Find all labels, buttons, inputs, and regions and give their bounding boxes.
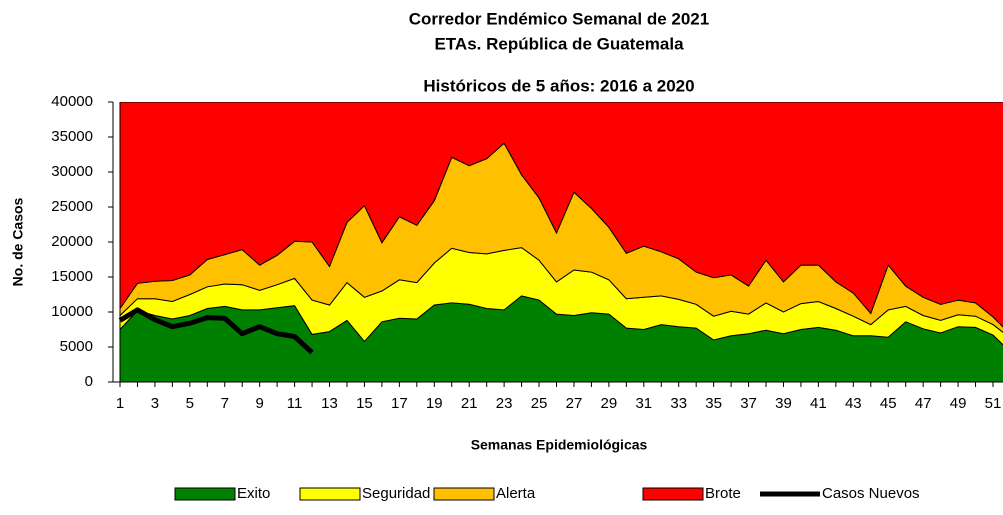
x-tick-label: 37 <box>740 395 757 412</box>
x-tick-label: 9 <box>256 395 264 412</box>
x-tick-label: 27 <box>566 395 583 412</box>
area <box>119 102 1003 328</box>
x-tick-label: 5 <box>186 395 194 412</box>
x-tick-label: 39 <box>775 395 792 412</box>
x-tick-label: 13 <box>321 395 338 412</box>
legend-label: Alerta <box>496 485 536 502</box>
x-axis-title: Semanas Epidemiológicas <box>471 437 648 453</box>
x-tick-label: 33 <box>670 395 687 412</box>
legend-label: Exito <box>237 485 270 502</box>
x-tick-label: 17 <box>391 395 408 412</box>
chart-title: Corredor Endémico Semanal de 2021 <box>409 9 709 28</box>
x-tick-label: 23 <box>496 395 513 412</box>
y-tick-label: 30000 <box>51 163 93 180</box>
x-tick-label: 1 <box>116 395 124 412</box>
x-tick-label: 25 <box>531 395 548 412</box>
x-tick-label: 11 <box>287 395 303 412</box>
y-tick-label: 10000 <box>51 303 93 320</box>
x-tick-label: 19 <box>426 395 443 412</box>
y-tick-label: 0 <box>85 373 93 390</box>
x-tick-label: 49 <box>950 395 967 412</box>
legend-swatch <box>299 487 361 501</box>
x-tick-label: 41 <box>810 395 827 412</box>
y-tick-label: 20000 <box>51 233 93 250</box>
x-tick-label: 15 <box>356 395 373 412</box>
legend-label: Casos Nuevos <box>822 485 920 502</box>
x-tick-label: 35 <box>705 395 722 412</box>
x-tick-label: 29 <box>601 395 618 412</box>
x-tick-label: 7 <box>221 395 229 412</box>
y-tick-label: 5000 <box>60 338 93 355</box>
chart-title: ETAs. República de Guatemala <box>434 34 684 53</box>
y-axis-title: No. de Casos <box>10 197 26 286</box>
x-tick-label: 21 <box>461 395 478 412</box>
x-tick-label: 47 <box>915 395 932 412</box>
legend-swatch <box>174 487 236 501</box>
legend-swatch <box>433 487 495 501</box>
y-tick-label: 25000 <box>51 198 93 215</box>
y-tick-label: 15000 <box>51 268 93 285</box>
plot-area <box>118 102 1003 383</box>
legend-label: Seguridad <box>362 485 430 502</box>
chart-title: Históricos de 5 años: 2016 a 2020 <box>423 76 694 95</box>
line <box>118 307 314 355</box>
x-tick-label: 45 <box>880 395 897 412</box>
y-tick-label: 35000 <box>51 128 93 145</box>
x-tick-label: 3 <box>151 395 159 412</box>
legend-swatch <box>642 487 704 501</box>
y-tick-label: 40000 <box>51 93 93 110</box>
legend-label: Brote <box>705 485 741 502</box>
x-tick-label: 31 <box>635 395 652 412</box>
x-tick-label: 51 <box>985 395 1002 412</box>
x-tick-label: 43 <box>845 395 862 412</box>
